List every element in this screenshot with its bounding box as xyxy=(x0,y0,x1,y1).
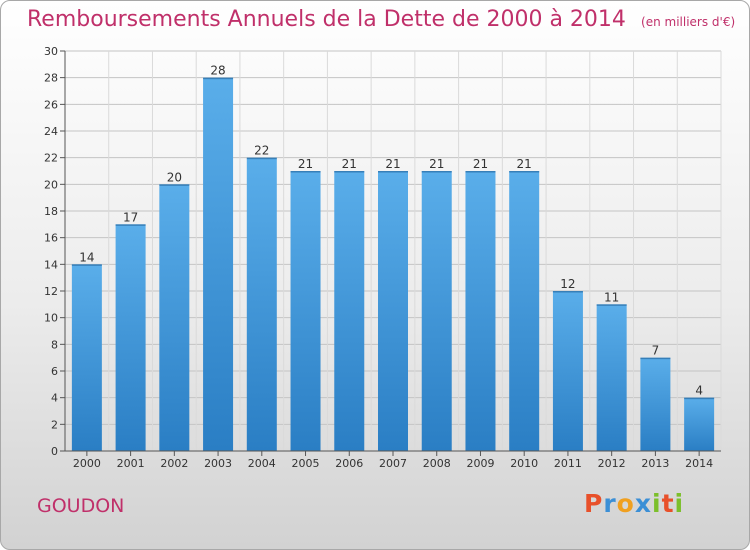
bar xyxy=(246,157,277,451)
bar xyxy=(71,264,102,451)
y-tick-label: 20 xyxy=(44,178,58,191)
bar xyxy=(684,397,715,451)
x-tick-label: 2011 xyxy=(554,457,582,470)
y-tick-label: 24 xyxy=(44,125,58,138)
bars xyxy=(71,77,715,452)
bar-value-label: 21 xyxy=(342,157,357,171)
y-tick-label: 14 xyxy=(44,258,58,271)
bar-value-label: 28 xyxy=(210,64,225,78)
bar-value-label: 21 xyxy=(473,157,488,171)
y-tick-label: 22 xyxy=(44,152,58,165)
logo-letter: i xyxy=(674,489,685,518)
logo-letter: i xyxy=(652,489,662,518)
bar-top-edge xyxy=(552,291,583,293)
bar xyxy=(421,171,452,451)
logo-letter: o xyxy=(616,489,635,518)
bar-value-label: 14 xyxy=(79,250,94,264)
bar-value-label: 17 xyxy=(123,210,138,224)
proxiti-logo: Proxiti xyxy=(584,489,684,518)
x-tick-label: 2009 xyxy=(466,457,494,470)
bar xyxy=(159,184,190,452)
bar-top-edge xyxy=(203,77,234,80)
logo-letter: x xyxy=(634,489,652,518)
x-tick-label: 2004 xyxy=(248,457,276,470)
bar-value-label: 11 xyxy=(604,290,619,304)
y-tick-label: 2 xyxy=(51,418,58,431)
axes xyxy=(60,50,721,456)
logo-letter: t xyxy=(661,489,675,518)
bar-top-edge xyxy=(378,171,408,173)
bar-top-edge xyxy=(465,171,496,173)
y-tick-label: 28 xyxy=(44,72,58,85)
bar-value-label: 22 xyxy=(254,144,269,158)
y-tick-label: 18 xyxy=(44,205,58,218)
x-tick-label: 2013 xyxy=(641,457,669,470)
y-tick-label: 12 xyxy=(44,285,58,298)
chart-title-unit: (en milliers d'€) xyxy=(641,15,736,29)
x-tick-label: 2006 xyxy=(335,457,363,470)
x-tick-label: 2012 xyxy=(598,457,626,470)
y-tick-label: 8 xyxy=(51,338,58,351)
bar-top-edge xyxy=(159,184,190,186)
bar-value-label: 4 xyxy=(695,384,703,398)
bar xyxy=(203,77,234,452)
commune-name: GOUDON xyxy=(37,495,125,517)
bar xyxy=(640,357,671,451)
bar xyxy=(596,304,627,451)
y-tick-label: 4 xyxy=(51,392,58,405)
x-tick-label: 2014 xyxy=(685,457,713,470)
y-tick-label: 6 xyxy=(51,365,58,378)
bar-top-edge xyxy=(421,171,452,173)
bar-top-edge xyxy=(71,264,102,266)
bar-top-edge xyxy=(115,224,146,226)
y-tick-label: 10 xyxy=(44,312,58,325)
y-tick-label: 26 xyxy=(44,98,58,111)
bar xyxy=(552,291,583,451)
x-tick-label: 2002 xyxy=(160,457,188,470)
x-tick-label: 2001 xyxy=(117,457,145,470)
bar xyxy=(509,171,540,451)
chart-title-main: Remboursements Annuels de la Dette de 20… xyxy=(27,7,626,32)
bar-value-label: 21 xyxy=(517,157,532,171)
bar-value-label: 7 xyxy=(652,344,660,358)
x-tick-label: 2000 xyxy=(73,457,101,470)
bar xyxy=(290,171,321,451)
bar-value-label: 21 xyxy=(429,157,444,171)
x-tick-label: 2010 xyxy=(510,457,538,470)
bar-top-edge xyxy=(684,397,715,400)
bar xyxy=(378,171,408,451)
y-tick-label: 16 xyxy=(44,232,58,245)
bar-top-edge xyxy=(596,304,627,306)
y-tick-label: 30 xyxy=(44,45,58,58)
bar-top-edge xyxy=(246,157,277,160)
chart-title: Remboursements Annuels de la Dette de 20… xyxy=(27,7,735,32)
bar-value-label: 21 xyxy=(298,157,313,171)
bar-top-edge xyxy=(334,171,365,173)
bar-value-label: 20 xyxy=(167,170,182,184)
bar xyxy=(115,224,146,451)
x-tick-label: 2007 xyxy=(379,457,407,470)
x-tick-label: 2005 xyxy=(292,457,320,470)
x-tick-label: 2003 xyxy=(204,457,232,470)
bar-top-edge xyxy=(290,171,321,173)
bar xyxy=(334,171,365,451)
bar-value-label: 12 xyxy=(560,277,575,291)
bar-top-edge xyxy=(509,171,540,173)
labels: 0246810121416182022242628301420001720012… xyxy=(44,45,713,470)
y-tick-label: 0 xyxy=(51,445,58,458)
bar-value-label: 21 xyxy=(385,157,400,171)
x-tick-label: 2008 xyxy=(423,457,451,470)
bar xyxy=(465,171,496,451)
bar-top-edge xyxy=(640,357,671,360)
logo-letter: P xyxy=(584,489,604,518)
logo-letter: r xyxy=(603,489,617,518)
